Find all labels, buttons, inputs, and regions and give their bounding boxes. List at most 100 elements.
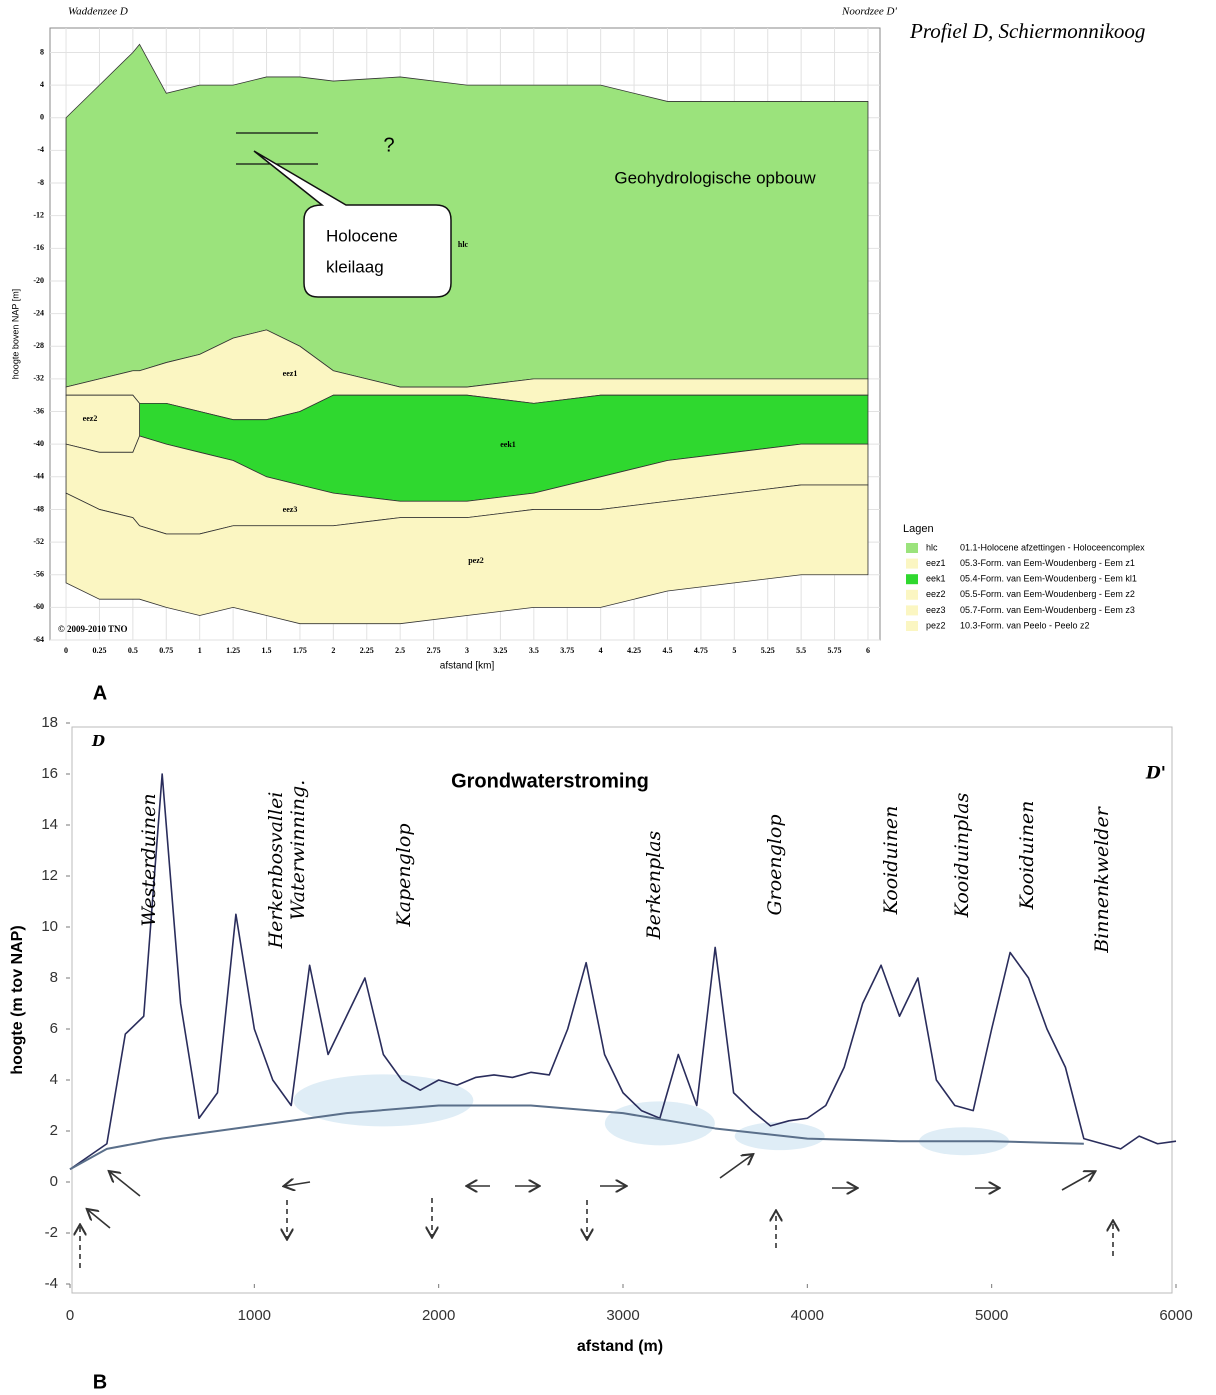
legend-description: 05.3-Form. van Eem-Woudenberg - Eem z1: [960, 558, 1135, 568]
chart-title: Profiel D, Schiermonnikoog: [909, 19, 1145, 43]
series-line: [69, 773, 1177, 1170]
legend-description: 05.5-Form. van Eem-Woudenberg - Eem z2: [960, 589, 1135, 599]
x-tick-label: 4.25: [627, 646, 641, 655]
flow-arrow: [719, 1155, 752, 1179]
chart-title: Grondwaterstroming: [451, 770, 649, 792]
place-name: Kooiduinplas: [951, 792, 973, 918]
y-tick-label: -20: [33, 276, 44, 285]
y-tick-label: 8: [40, 47, 44, 56]
legend-description: 05.4-Form. van Eem-Woudenberg - Eem kl1: [960, 574, 1137, 584]
x-tick-label: 3.5: [529, 646, 539, 655]
y-tick-label: -4: [37, 145, 44, 154]
x-tick-label: 1.75: [293, 646, 307, 655]
plot-group: [66, 722, 1177, 1288]
place-name: Berkenplas: [643, 830, 665, 940]
copyright: © 2009-2010 TNO: [58, 624, 128, 634]
y-tick-label: -8: [37, 178, 44, 187]
right-label: Noordzee D': [841, 6, 897, 18]
x-tick-label: 2.25: [360, 646, 374, 655]
legend-name: eez2: [926, 589, 946, 599]
y-tick-label: 14: [41, 816, 58, 833]
legend-swatch: [906, 621, 918, 631]
legend-title: Lagen: [903, 523, 934, 535]
y-tick-label: -12: [33, 211, 44, 220]
y-axis-label: hoogte (m tov NAP): [9, 925, 26, 1074]
x-tick-label: 5.75: [828, 646, 842, 655]
y-tick-label: -32: [33, 374, 44, 383]
y-axis-label: hoogte boven NAP [m]: [10, 289, 20, 379]
x-tick-label: 0: [66, 1307, 74, 1324]
x-tick-label: 1000: [238, 1307, 271, 1324]
sketch-frame: [71, 726, 1173, 1294]
legend-swatch: [906, 574, 918, 585]
y-tick-label: -36: [33, 406, 44, 415]
left-label: Waddenzee D: [68, 6, 128, 18]
flow-arrow: [1061, 1172, 1094, 1191]
layer-area: [65, 394, 140, 453]
y-tick-label: 2: [50, 1122, 58, 1139]
x-tick-label: 0.75: [159, 646, 173, 655]
seepage-patch: [604, 1101, 715, 1146]
x-tick-label: 5.25: [761, 646, 775, 655]
x-tick-label: 5: [732, 646, 736, 655]
legend-swatch: [906, 589, 918, 600]
y-tick-label: 6: [50, 1020, 58, 1037]
layer-label: hlc: [458, 240, 469, 249]
x-tick-label: 2: [331, 646, 335, 655]
legend-name: eez1: [926, 558, 946, 568]
legend-name: eez3: [926, 605, 946, 615]
y-tick-label: -44: [33, 472, 44, 481]
x-tick-label: 5.5: [796, 646, 806, 655]
x-tick-label: 5000: [975, 1307, 1008, 1324]
x-tick-label: 4: [599, 646, 603, 655]
y-tick-label: -28: [33, 341, 44, 350]
layer-area: [65, 484, 869, 625]
place-name: Kooiduinen: [880, 806, 902, 916]
x-tick-label: 0: [64, 646, 68, 655]
place-name: Kooiduinen: [1016, 801, 1038, 911]
x-tick-label: 1: [198, 646, 202, 655]
layer-label: eez3: [283, 505, 298, 514]
right-label: D': [1145, 764, 1166, 784]
y-tick-label: -40: [33, 439, 44, 448]
flow-arrow: [110, 1172, 141, 1197]
x-tick-label: 2.5: [395, 646, 405, 655]
y-tick-label: 18: [41, 714, 58, 731]
place-name: Kapenglop: [393, 823, 415, 927]
y-tick-label: -16: [33, 243, 44, 252]
y-tick-label: -2: [45, 1224, 58, 1241]
legend-name: hlc: [926, 542, 938, 552]
callout-bubble: [253, 150, 452, 298]
left-label: D: [91, 732, 105, 750]
layer-label: pez2: [468, 556, 484, 565]
y-tick-label: -52: [33, 537, 44, 546]
y-tick-label: 4: [50, 1071, 58, 1088]
y-tick-label: -48: [33, 504, 44, 513]
y-tick-label: -4: [45, 1275, 58, 1292]
layer-label: eez2: [83, 414, 98, 423]
callout-text: kleilaag: [326, 257, 384, 276]
x-tick-label: 6000: [1159, 1307, 1192, 1324]
x-axis-label: afstand (m): [577, 1338, 663, 1355]
y-tick-label: 16: [41, 765, 58, 782]
panel-label: A: [93, 682, 107, 704]
y-tick-label: 12: [41, 867, 58, 884]
flow-arrow: [88, 1210, 111, 1229]
layer-label: eek1: [500, 440, 516, 449]
series-line: [69, 1104, 1084, 1171]
x-tick-label: 1.5: [262, 646, 272, 655]
layer-group: [50, 28, 880, 641]
place-name: Westerduinen: [138, 793, 160, 926]
y-tick-label: -64: [33, 635, 44, 644]
legend-swatch: [906, 543, 918, 553]
y-tick-label: 0: [40, 113, 44, 122]
x-tick-label: 3.25: [493, 646, 507, 655]
x-tick-label: 3000: [606, 1307, 639, 1324]
x-tick-label: 4.5: [662, 646, 672, 655]
y-tick-label: -24: [33, 308, 44, 317]
layer-label: eez1: [283, 369, 298, 378]
place-name: Herkenbosvallei: [265, 792, 287, 950]
y-tick-label: -60: [33, 602, 44, 611]
place-name: Waterwinning.: [287, 780, 309, 921]
